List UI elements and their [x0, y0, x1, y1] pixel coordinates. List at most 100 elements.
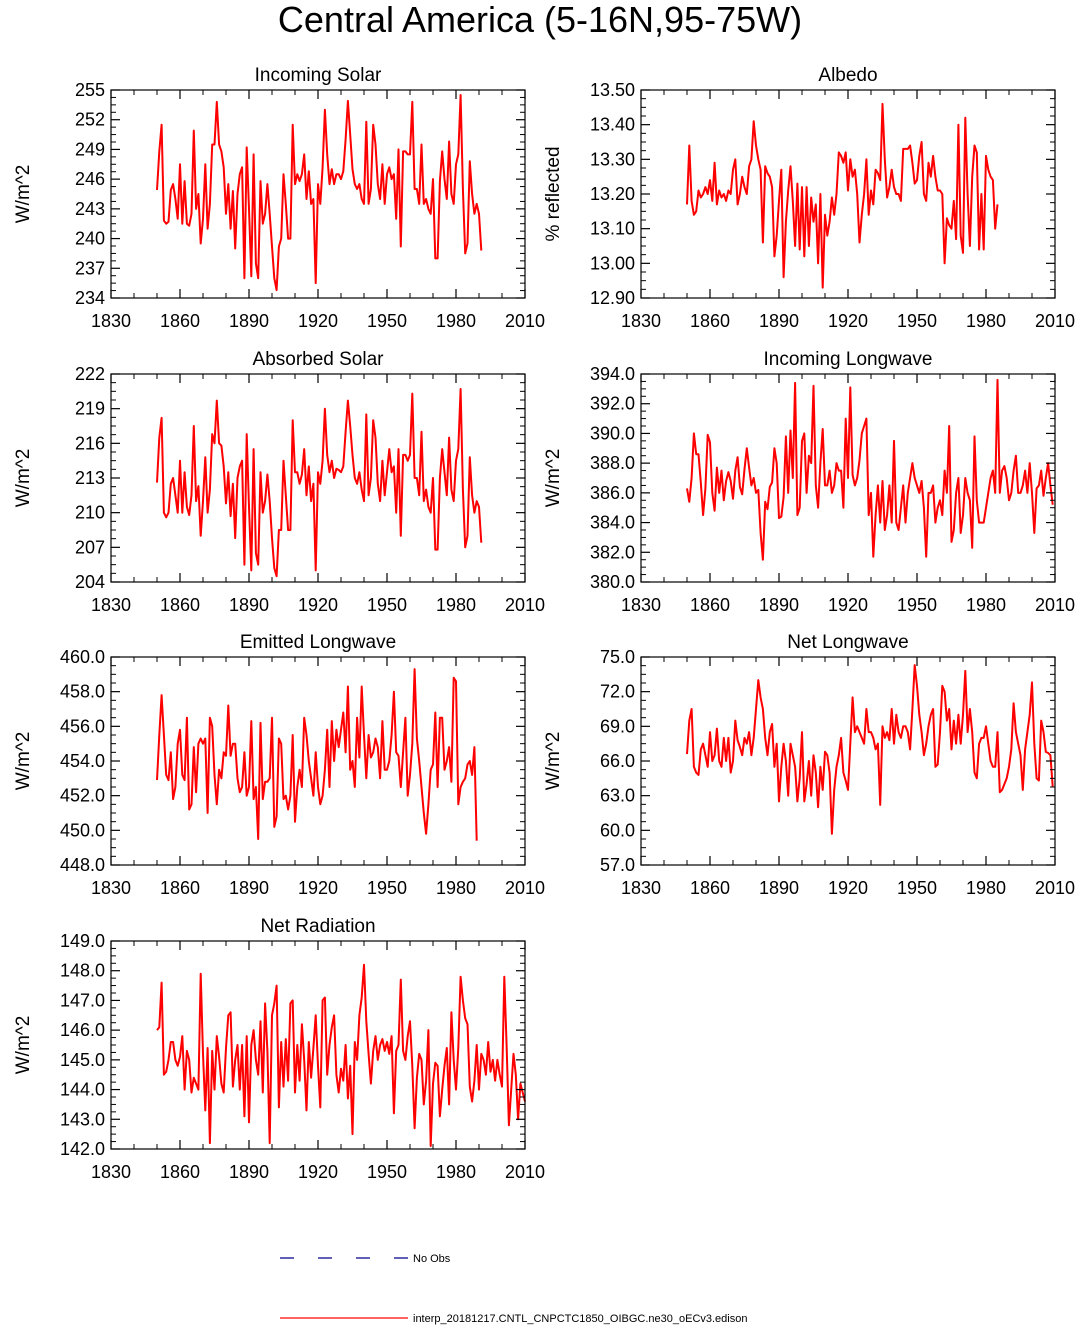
x-tick-label: 1920 — [298, 878, 338, 898]
x-tick-label: 1860 — [160, 1162, 200, 1182]
y-tick-label: 63.0 — [600, 786, 635, 806]
y-tick-label: 146.0 — [60, 1020, 105, 1040]
series-line — [156, 963, 526, 1147]
y-tick-label: 12.90 — [590, 288, 635, 308]
y-tick-label: 204 — [75, 572, 105, 592]
y-tick-label: 249 — [75, 139, 105, 159]
y-tick-label: 380.0 — [590, 572, 635, 592]
y-tick-label: 237 — [75, 258, 105, 278]
x-tick-label: 1860 — [160, 878, 200, 898]
series-line — [686, 664, 1054, 835]
x-tick-label: 1980 — [436, 878, 476, 898]
panel-title: Incoming Solar — [255, 65, 382, 86]
x-tick-label: 2010 — [1035, 595, 1075, 615]
y-tick-label: 66.0 — [600, 751, 635, 771]
x-tick-label: 1830 — [91, 878, 131, 898]
x-tick-label: 1920 — [298, 311, 338, 331]
series-line — [156, 94, 483, 292]
series-line — [686, 102, 999, 289]
x-tick-label: 1950 — [367, 878, 407, 898]
legend: No Obs interp_20181217.CNTL_CNPCTC1850_O… — [280, 1253, 747, 1325]
series-line — [156, 668, 478, 841]
panel-title: Net Longwave — [787, 632, 908, 653]
y-tick-label: 13.00 — [590, 253, 635, 273]
y-tick-label: 384.0 — [590, 513, 635, 533]
x-tick-label: 1860 — [690, 311, 730, 331]
y-tick-label: 382.0 — [590, 542, 635, 562]
x-tick-label: 1920 — [828, 595, 868, 615]
x-tick-label: 2010 — [1035, 311, 1075, 331]
x-tick-label: 2010 — [505, 878, 545, 898]
x-tick-label: 1980 — [966, 311, 1006, 331]
y-tick-label: 460.0 — [60, 647, 105, 667]
x-tick-label: 1980 — [966, 878, 1006, 898]
panel-title: Albedo — [818, 65, 877, 86]
y-tick-label: 13.40 — [590, 115, 635, 135]
x-tick-label: 1890 — [229, 1162, 269, 1182]
x-tick-label: 1890 — [229, 878, 269, 898]
y-tick-label: 448.0 — [60, 855, 105, 875]
panel-title: Net Radiation — [260, 916, 375, 937]
y-tick-label: 246 — [75, 169, 105, 189]
y-tick-label: 147.0 — [60, 990, 105, 1010]
x-tick-label: 1980 — [436, 311, 476, 331]
y-tick-label: 149.0 — [60, 931, 105, 951]
x-tick-label: 1980 — [436, 1162, 476, 1182]
x-tick-label: 1890 — [759, 311, 799, 331]
y-tick-label: 450.0 — [60, 820, 105, 840]
x-tick-label: 1920 — [298, 1162, 338, 1182]
y-tick-label: 240 — [75, 229, 105, 249]
x-tick-label: 2010 — [505, 311, 545, 331]
y-tick-label: 252 — [75, 110, 105, 130]
y-tick-label: 458.0 — [60, 682, 105, 702]
legend-no-obs-label: No Obs — [413, 1253, 451, 1265]
y-tick-label: 219 — [75, 399, 105, 419]
plot-frame — [110, 656, 526, 866]
y-tick-label: 392.0 — [590, 394, 635, 414]
x-tick-label: 1950 — [367, 311, 407, 331]
y-tick-label: 456.0 — [60, 716, 105, 736]
x-tick-label: 1890 — [759, 878, 799, 898]
y-tick-label: 144.0 — [60, 1080, 105, 1100]
x-tick-label: 1860 — [160, 595, 200, 615]
y-tick-label: 388.0 — [590, 453, 635, 473]
y-tick-label: 386.0 — [590, 483, 635, 503]
series-line — [686, 378, 1054, 561]
panel-title: Emitted Longwave — [240, 632, 396, 653]
y-tick-label: 60.0 — [600, 820, 635, 840]
y-tick-label: 255 — [75, 80, 105, 100]
y-tick-label: 148.0 — [60, 961, 105, 981]
y-tick-label: 142.0 — [60, 1139, 105, 1159]
panel-absorbed-solar: Absorbed Solar W/m^2 1830 1860 1890 1920 1950 1… — [13, 349, 545, 615]
x-tick-label: 1830 — [91, 311, 131, 331]
y-tick-label: 145.0 — [60, 1050, 105, 1070]
panel-incoming-longwave: Incoming Longwave W/m^2 1830 1860 1890 1920 19… — [543, 349, 1075, 615]
x-tick-label: 1980 — [966, 595, 1006, 615]
panel-net-longwave: Net Longwave W/m^2 1830 1860 1890 1920 1950 198… — [543, 632, 1075, 898]
x-tick-label: 1860 — [690, 878, 730, 898]
y-tick-label: 75.0 — [600, 647, 635, 667]
y-tick-label: 210 — [75, 503, 105, 523]
x-tick-label: 2010 — [505, 595, 545, 615]
x-tick-label: 1890 — [759, 595, 799, 615]
x-tick-label: 1920 — [298, 595, 338, 615]
y-tick-label: 13.20 — [590, 184, 635, 204]
y-axis-label: W/m^2 — [13, 732, 34, 791]
y-tick-label: 213 — [75, 468, 105, 488]
x-tick-label: 1860 — [690, 595, 730, 615]
panel-albedo: Albedo % reflected 1830 1860 1890 1920 1950 198… — [543, 65, 1075, 331]
x-tick-label: 1980 — [436, 595, 476, 615]
y-tick-label: 207 — [75, 537, 105, 557]
x-tick-label: 1830 — [621, 311, 661, 331]
y-axis-label: W/m^2 — [543, 449, 564, 508]
y-tick-label: 390.0 — [590, 423, 635, 443]
x-tick-label: 1890 — [229, 595, 269, 615]
panel-title: Absorbed Solar — [253, 349, 385, 370]
y-tick-label: 222 — [75, 364, 105, 384]
x-tick-label: 2010 — [1035, 878, 1075, 898]
y-tick-label: 13.50 — [590, 80, 635, 100]
y-tick-label: 452.0 — [60, 786, 105, 806]
panel-net-radiation: Net Radiation W/m^2 1830 1860 1890 1920 1950 19… — [13, 916, 545, 1182]
y-axis-label: W/m^2 — [543, 732, 564, 791]
